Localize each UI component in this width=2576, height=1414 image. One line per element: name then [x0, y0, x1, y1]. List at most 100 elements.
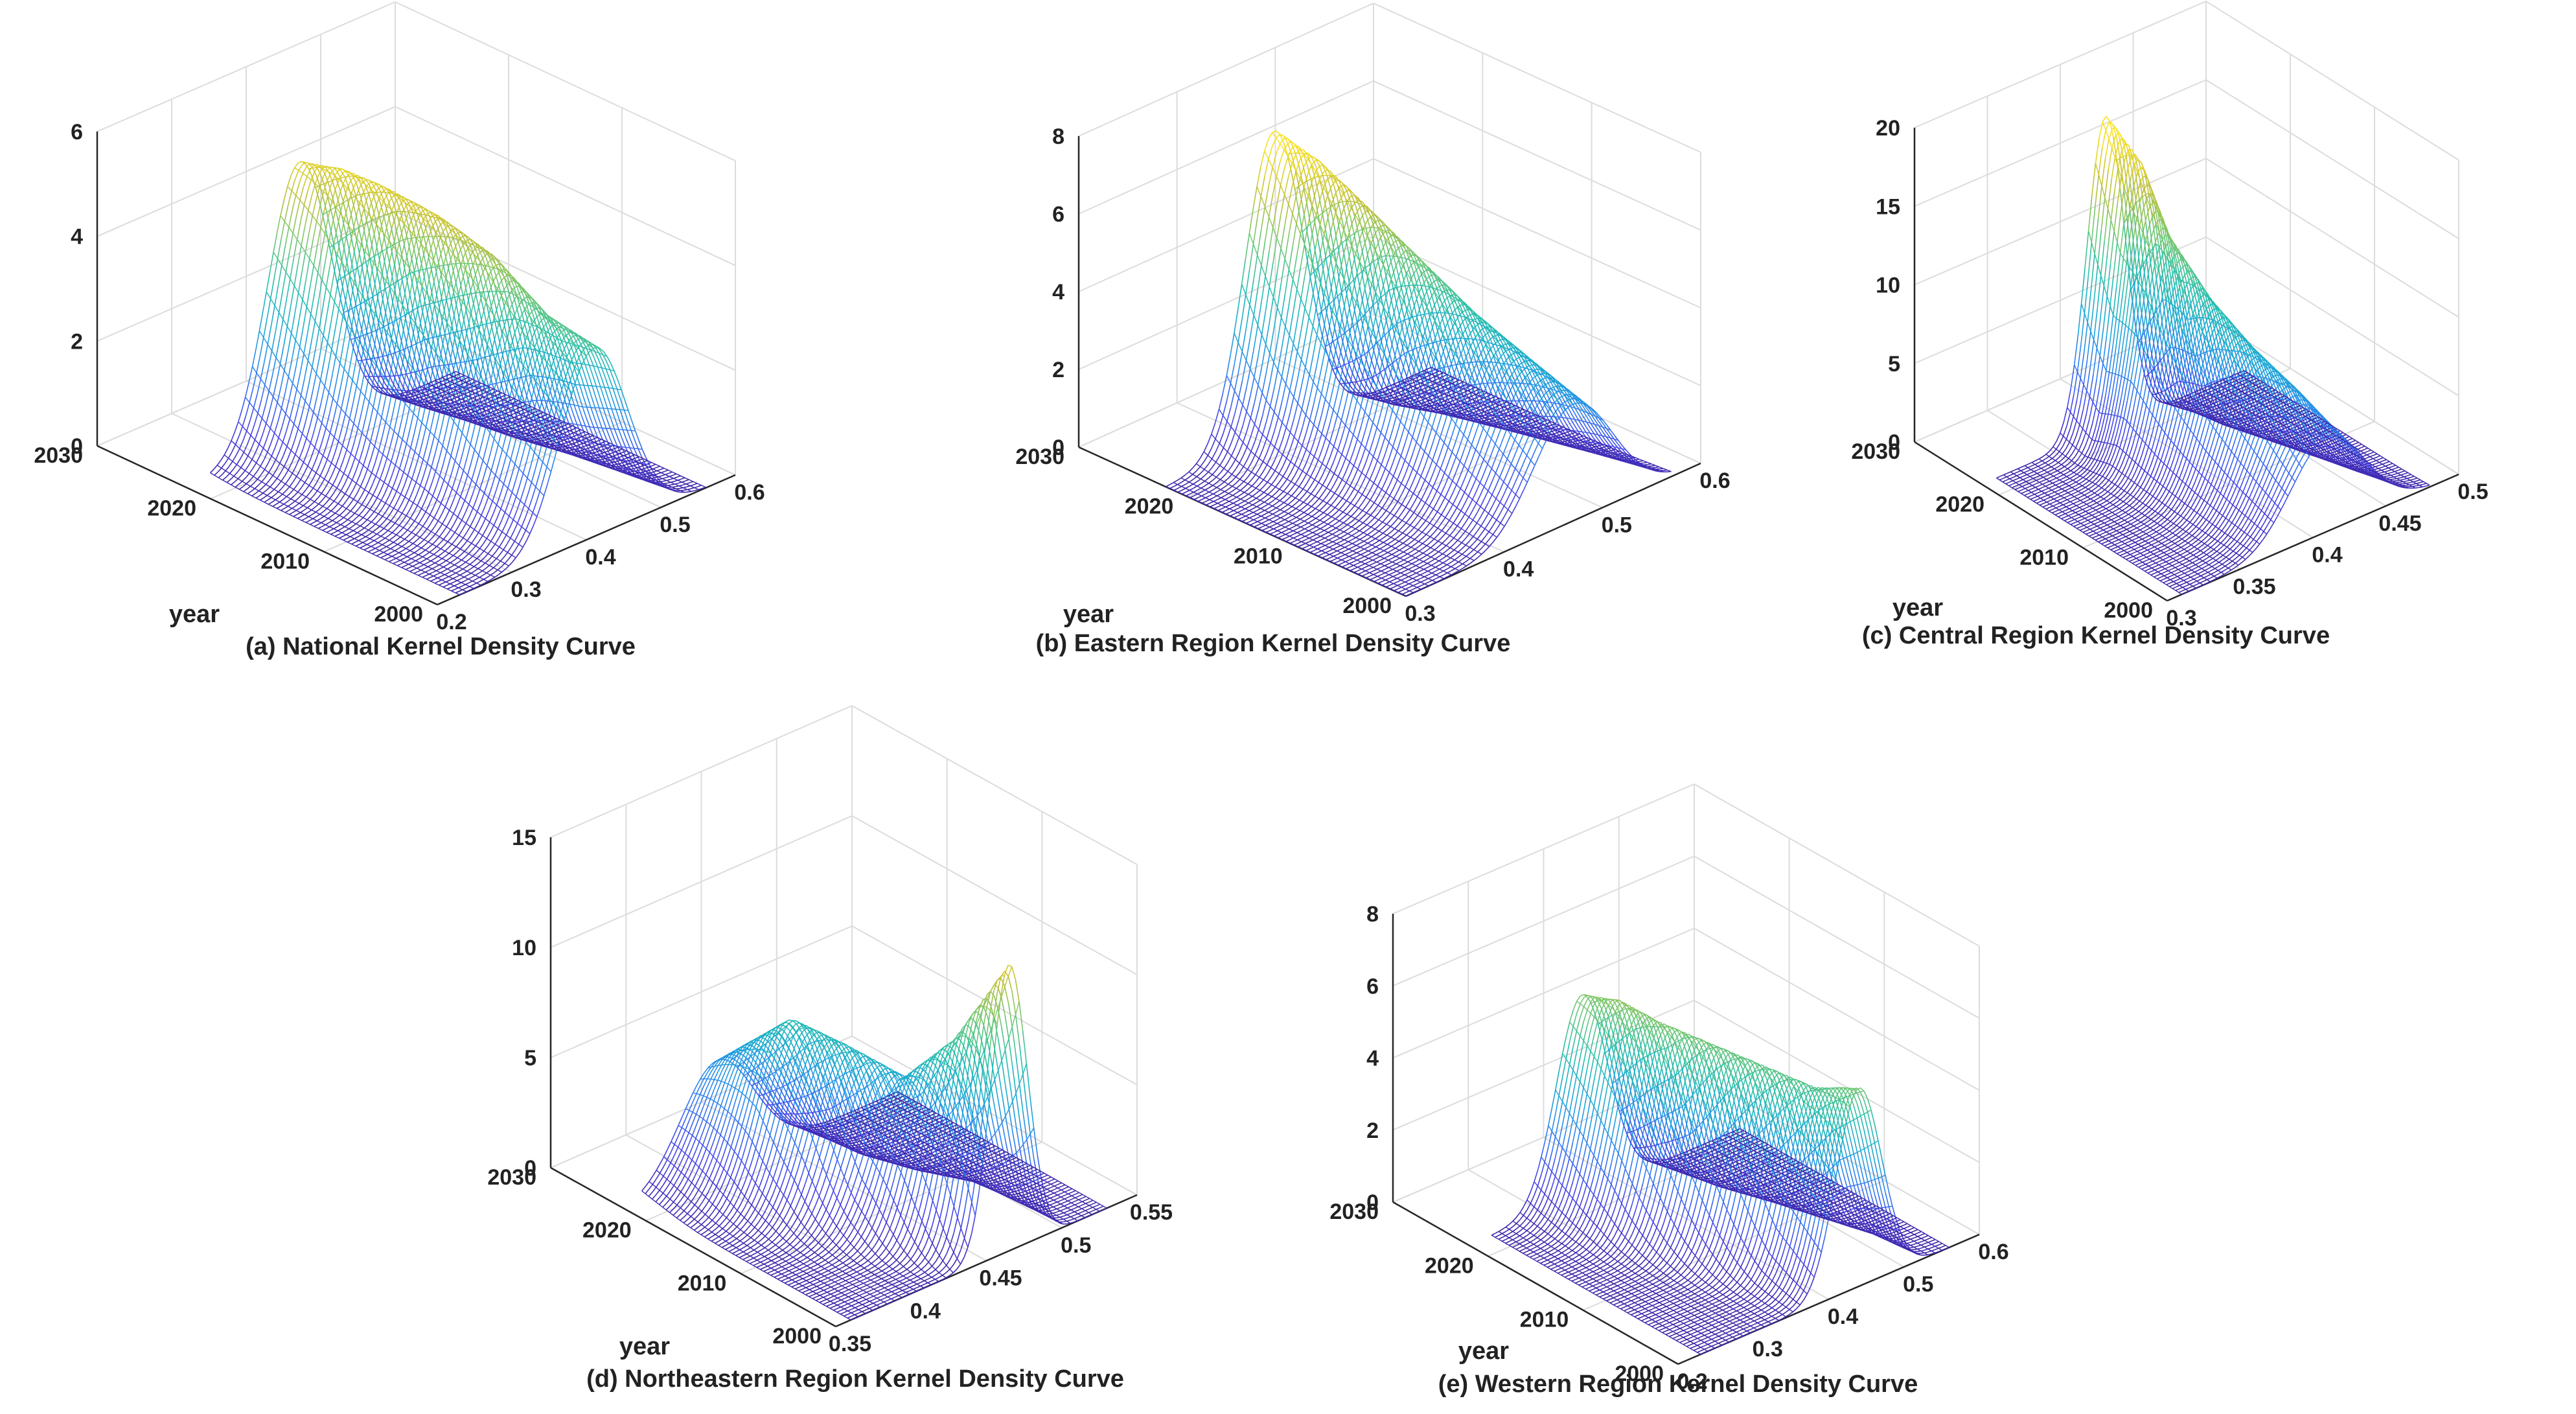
surface-mesh-line [368, 522, 371, 526]
surface-mesh-line [483, 447, 486, 461]
surface-mesh-line [627, 430, 631, 440]
surface-mesh-line [454, 505, 457, 513]
surface-mesh-line [363, 454, 367, 465]
surface-mesh-line [331, 302, 334, 323]
surface-mesh-line [458, 560, 461, 562]
surface-mesh-line [290, 489, 293, 493]
surface-mesh-line [320, 469, 323, 476]
surface-mesh-line [313, 222, 316, 240]
surface-mesh-line [284, 446, 287, 456]
surface-mesh-line [438, 554, 441, 557]
surface-mesh-line [327, 498, 330, 502]
surface-mesh-line [343, 535, 347, 537]
surface-mesh-line [386, 505, 389, 511]
surface-mesh-line [317, 380, 321, 397]
surface-mesh-line [236, 459, 240, 465]
surface-mesh-line [247, 491, 251, 494]
surface-mesh-line [422, 406, 425, 423]
surface-mesh-line [341, 485, 344, 491]
surface-mesh-line [309, 480, 312, 485]
surface-mesh-line [336, 470, 339, 478]
surface-mesh-line [280, 319, 283, 339]
surface-mesh-line [351, 535, 354, 537]
surface-mesh-line [281, 346, 284, 364]
surface-mesh-line [367, 458, 371, 469]
surface-mesh-line [327, 267, 330, 287]
surface-mesh-line [223, 477, 227, 480]
surface-mesh-line [321, 516, 324, 519]
surface-mesh-line [434, 551, 437, 554]
surface-mesh-line [457, 575, 460, 577]
surface-mesh-line [314, 525, 317, 527]
grid-line [395, 2, 735, 161]
surface-mesh-line [496, 547, 499, 552]
surface-mesh-line [467, 445, 470, 458]
surface-mesh-line [399, 551, 402, 553]
surface-mesh-line [461, 577, 465, 579]
surface-mesh-line [476, 548, 479, 552]
surface-mesh-line [509, 493, 512, 503]
surface-mesh-line [345, 177, 348, 186]
surface-mesh-line [304, 334, 307, 354]
surface-mesh-line [402, 424, 406, 439]
surface-mesh-line [453, 349, 456, 364]
surface-mesh-line [411, 255, 414, 272]
surface-mesh-line [458, 520, 461, 527]
surface-mesh-line [416, 562, 420, 564]
surface-mesh-line [374, 542, 378, 544]
surface-mesh-line [345, 524, 348, 527]
surface-mesh-line [422, 550, 425, 553]
surface-mesh-line [342, 502, 345, 506]
surface-mesh-line [377, 531, 380, 534]
surface-mesh-line [501, 513, 505, 521]
surface-mesh-line [382, 539, 385, 541]
surface-mesh-line [297, 480, 301, 485]
surface-mesh-line [412, 561, 416, 562]
surface-mesh-line [341, 527, 345, 529]
surface-mesh-line [483, 465, 487, 478]
surface-mesh-line [499, 532, 502, 539]
surface-mesh-line [590, 417, 593, 427]
surface-mesh-line [522, 518, 525, 527]
surface-mesh-line [372, 548, 375, 550]
surface-mesh-line [289, 473, 292, 479]
surface-mesh-line [310, 266, 314, 286]
surface-mesh-line [446, 559, 450, 561]
surface-mesh-line [266, 480, 269, 484]
surface-mesh-line [433, 571, 436, 573]
surface-mesh-line [443, 518, 446, 524]
surface-mesh-line [451, 565, 454, 567]
surface-mesh-line [578, 415, 582, 425]
surface-mesh-line [307, 500, 310, 503]
surface-mesh-line [310, 523, 314, 525]
surface-mesh-line [255, 413, 259, 425]
surface-mesh-line [365, 482, 368, 490]
surface-mesh-line [476, 293, 479, 309]
surface-mesh-line [326, 527, 329, 529]
surface-mesh-line [336, 363, 340, 381]
surface-mesh-line [379, 344, 382, 356]
surface-mesh-line [308, 180, 311, 191]
surface-mesh-line [234, 472, 237, 476]
surface-mesh-line [364, 319, 367, 334]
surface-mesh-line [391, 228, 395, 244]
surface-mesh-line [401, 202, 404, 212]
surface-mesh-line [638, 449, 641, 457]
surface-mesh-line [328, 463, 331, 471]
surface-mesh-line [325, 523, 328, 525]
surface-mesh-line [378, 536, 381, 539]
surface-mesh-line [463, 524, 466, 530]
surface-mesh-line [357, 391, 360, 408]
surface-mesh-line [256, 444, 260, 452]
surface-mesh-line [284, 506, 288, 508]
surface-mesh-line [346, 419, 349, 433]
surface-mesh-line [341, 393, 345, 409]
surface-mesh-line [244, 456, 247, 463]
surface-mesh-line [450, 514, 454, 521]
surface-mesh-line [409, 294, 413, 310]
surface-mesh-line [288, 333, 291, 353]
surface-mesh-line [317, 523, 321, 525]
surface-mesh-line [387, 553, 391, 555]
surface-mesh-line [286, 399, 289, 413]
surface-mesh-line [533, 388, 537, 400]
